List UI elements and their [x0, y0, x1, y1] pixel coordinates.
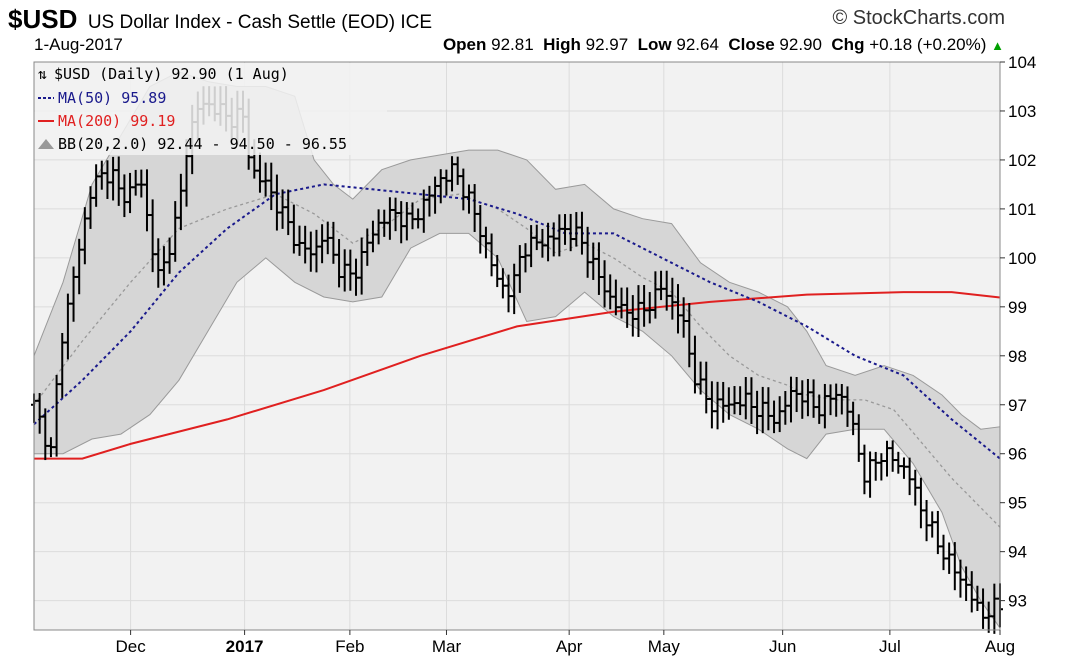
y-tick-label: 99	[1008, 298, 1027, 317]
x-tick-label: Feb	[335, 637, 364, 656]
description-label: US Dollar Index - Cash Settle (EOD) ICE	[87, 12, 433, 33]
y-tick-label: 93	[1008, 592, 1027, 611]
symbol-label: $USD	[8, 4, 78, 34]
y-tick-label: 94	[1008, 543, 1027, 562]
x-tick-label: Aug	[985, 637, 1015, 656]
x-tick-label: Jul	[879, 637, 901, 656]
ma50-line	[33, 183, 1001, 460]
y-tick-label: 103	[1008, 102, 1036, 121]
legend-ma200: MA(200) 99.19	[58, 112, 175, 130]
y-tick-label: 104	[1008, 53, 1036, 72]
x-tick-label: Apr	[556, 637, 583, 656]
legend-box	[35, 63, 387, 155]
y-tick-label: 98	[1008, 347, 1027, 366]
y-tick-label: 101	[1008, 200, 1036, 219]
quote-date: 1-Aug-2017	[34, 35, 123, 54]
ma200-line	[34, 291, 1001, 460]
y-tick-label: 102	[1008, 151, 1036, 170]
ohlc-values: Open 92.81 High 92.97 Low 92.64 Close 92…	[442, 35, 1004, 54]
chart-title: $USD US Dollar Index - Cash Settle (EOD)…	[8, 4, 432, 34]
chg-up-arrow-icon: ▲	[991, 38, 1004, 53]
legend-updown-icon: ⇅	[38, 65, 47, 83]
y-tick-label: 100	[1008, 249, 1036, 268]
y-tick-label: 97	[1008, 396, 1027, 415]
y-tick-label: 96	[1008, 445, 1027, 464]
legend-ma50: MA(50) 95.89	[58, 89, 166, 107]
plot-frame	[33, 61, 1001, 631]
x-tick-label: Dec	[115, 637, 146, 656]
legend-bb: BB(20,2.0) 92.44 - 94.50 - 96.55	[58, 135, 347, 153]
copyright-label: © StockCharts.com	[832, 7, 1005, 29]
y-tick-label: 95	[1008, 494, 1027, 513]
legend-main: $USD (Daily) 92.90 (1 Aug)	[54, 65, 289, 83]
x-tick-label: May	[648, 637, 681, 656]
x-tick-label: Mar	[432, 637, 462, 656]
x-tick-label: Jun	[769, 637, 796, 656]
x-tick-label: 2017	[226, 637, 264, 656]
legend-bb-swatch-icon	[38, 139, 54, 149]
